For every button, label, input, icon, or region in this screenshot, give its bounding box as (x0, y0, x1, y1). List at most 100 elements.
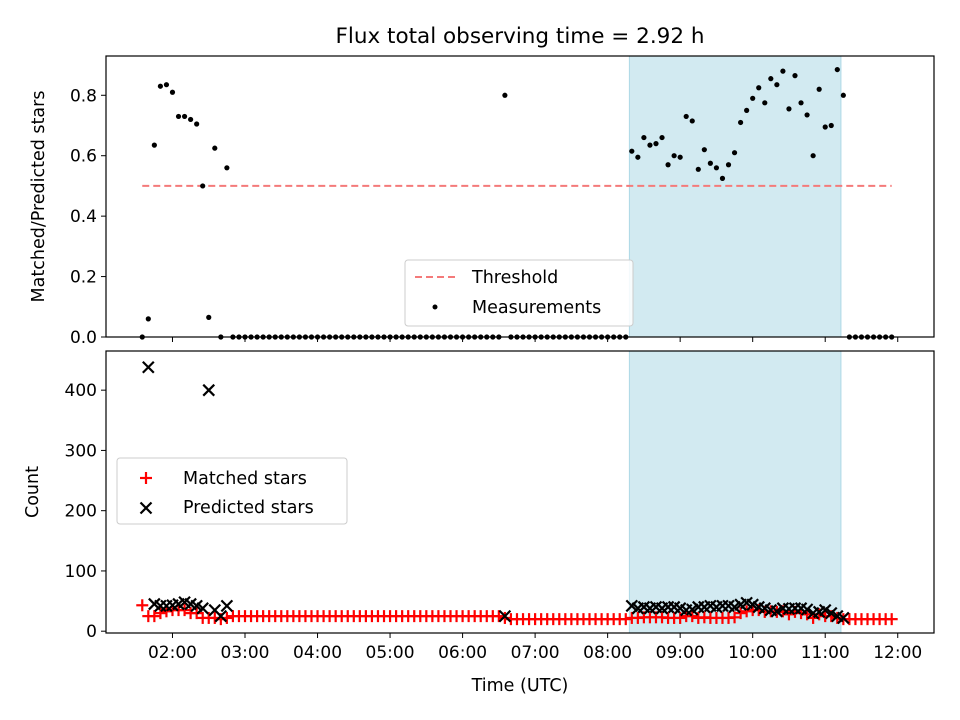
measurement-point (175, 113, 182, 120)
x-tick-label: 08:00 (583, 643, 632, 663)
predicted-star-point (202, 383, 216, 397)
legend-box-top (404, 259, 634, 327)
measurement-point (157, 83, 163, 89)
y-tick-label-bottom: 200 (65, 502, 97, 522)
measurement-point (737, 119, 744, 126)
y-axis-top: 0.0 0.2 0.4 0.6 0.8 (70, 86, 106, 348)
matched-star-point (148, 610, 161, 623)
measurement-point (816, 86, 822, 92)
measurement-point (834, 66, 840, 73)
predicted-star-point-b (818, 603, 832, 617)
measurement-point (780, 68, 786, 74)
predicted-star-point-b (746, 598, 759, 611)
predicted-star-point-b (667, 600, 681, 614)
measurement-point (810, 153, 816, 159)
matched-star-point (178, 604, 191, 617)
predicted-star-point-b (831, 609, 844, 623)
predicted-star-point-b (704, 599, 717, 613)
legend-cross (139, 501, 153, 515)
predicted-star-point-b (752, 600, 766, 614)
measurement-point (151, 142, 157, 148)
measurement-point (762, 100, 768, 106)
predicted-star-point-b (190, 599, 203, 613)
predicted-star-point-b (722, 599, 735, 613)
measurement-point (786, 106, 792, 112)
measurement-point (683, 113, 689, 120)
x-tick-label: 07:00 (511, 643, 560, 663)
measurement-point (756, 85, 762, 91)
legend-label-threshold: Threshold (471, 268, 558, 288)
predicted-star-point-b (214, 609, 228, 623)
measurement-point (502, 92, 508, 98)
measurement-point (181, 113, 188, 120)
measurement-point (707, 160, 713, 166)
y-tick-label-top: 0.6 (70, 147, 97, 167)
x-tick-label: 06:00 (438, 643, 487, 663)
predicted-star-point (142, 360, 155, 374)
measurement-point (665, 162, 671, 168)
legend-bottom: Matched stars Predicted stars (116, 457, 348, 525)
predicted-star-point (770, 605, 784, 618)
predicted-star-point-b (824, 606, 838, 620)
chart-title: Flux total observing time = 2.92 h (336, 24, 705, 49)
observing-window-span (628, 55, 842, 338)
predicted-star-point-b (837, 611, 850, 625)
measurement-point (145, 316, 151, 322)
x-tick-label: 09:00 (656, 643, 705, 663)
predicted-star-point-b (184, 597, 197, 611)
observing-window-span (628, 350, 842, 634)
y-tick-label-top: 0.8 (70, 86, 97, 106)
matched-star-point (492, 610, 505, 623)
predicted-star-point-b (794, 602, 808, 615)
predicted-star-point (220, 599, 234, 613)
observing-window-bottom (628, 350, 842, 634)
predicted-star-point-b (776, 602, 790, 615)
predicted-star-point-b (770, 605, 784, 618)
x-tick-label: 02:00 (148, 643, 197, 663)
predicted-star-point-b (142, 360, 155, 374)
measurement-point (822, 124, 828, 130)
measurement-point (629, 148, 635, 154)
matched-star-point (740, 605, 753, 618)
x-ticks-top (171, 337, 899, 342)
measurement-point (840, 92, 846, 98)
measurement-point (689, 118, 695, 124)
predicted-star-point-b (202, 383, 216, 397)
y-axis-label-bottom: Count (23, 466, 43, 518)
measurement-point (744, 107, 750, 113)
predicted-star-point-b (649, 600, 663, 614)
measurement-point (188, 116, 194, 123)
measurement-point (169, 89, 176, 95)
predicted-star-point-b (498, 609, 512, 623)
predicted-star-point (196, 602, 209, 615)
legend-box-bottom (116, 457, 348, 525)
y-tick-label-top: 0.4 (70, 207, 97, 227)
y-axis-bottom: 0 100 200 300 400 (65, 381, 106, 642)
matched-star-point (728, 611, 741, 624)
measurement-point (163, 82, 170, 88)
predicted-star-point-b (178, 595, 191, 609)
y-tick-label-bottom: 300 (65, 441, 97, 461)
predicted-star-point (498, 609, 512, 623)
matched-star-point (136, 599, 149, 612)
y-tick-label-bottom: 400 (65, 381, 97, 401)
predicted-star-point (837, 611, 850, 625)
x-axis-label: Time (UTC) (471, 676, 569, 696)
predicted-star-point-b (220, 599, 234, 613)
measurement-point (677, 154, 683, 160)
measurement-point (798, 100, 804, 106)
matched-star-point (885, 613, 898, 626)
measurement-point (768, 76, 774, 82)
measurement-point (635, 154, 641, 160)
bottom-plot-frame (105, 350, 935, 634)
predicted-stars-points (142, 360, 850, 625)
matched-star-point (154, 607, 167, 620)
measurement-point (713, 165, 720, 171)
x-axis-bottom: 02:00 03:00 04:00 05:00 06:00 07:00 08:00 09:00… (148, 633, 922, 663)
legend-label-predicted: Predicted stars (183, 498, 314, 518)
predicted-star-point-b (208, 603, 222, 617)
y-axis-label-top: Matched/Predicted stars (29, 91, 49, 303)
matched-star-point (619, 613, 632, 626)
